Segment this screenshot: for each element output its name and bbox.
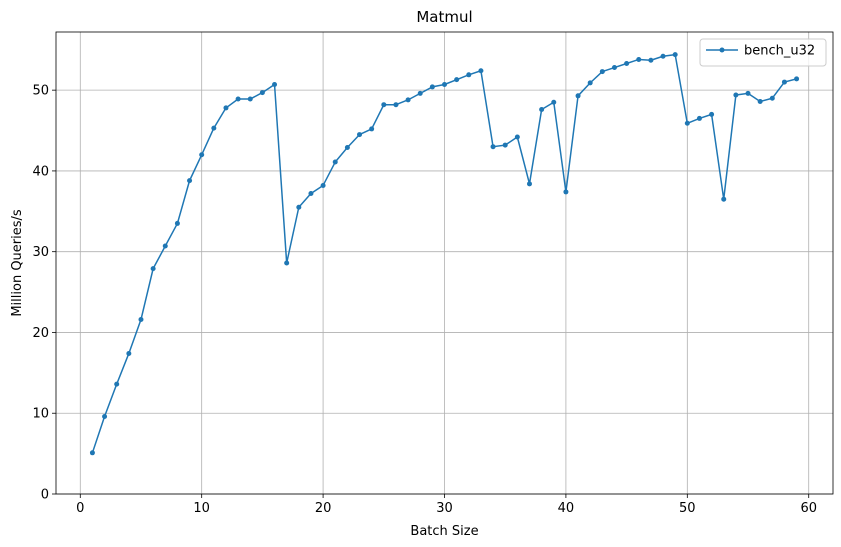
data-point [393, 102, 399, 108]
data-point [660, 53, 666, 59]
data-point [769, 95, 775, 101]
data-point [235, 96, 241, 102]
data-point [102, 413, 108, 419]
data-point [709, 111, 715, 117]
data-point [563, 189, 569, 195]
x-tick-label: 20 [315, 501, 332, 516]
data-point [150, 266, 156, 272]
data-point [417, 90, 423, 96]
x-tick-label: 30 [436, 501, 453, 516]
data-point [514, 134, 520, 140]
y-tick-label: 0 [41, 488, 49, 503]
data-point [624, 61, 630, 66]
data-point [587, 80, 593, 86]
x-tick-label: 60 [800, 501, 817, 516]
data-point [332, 159, 338, 165]
data-point [490, 144, 496, 150]
y-axis-label: Million Queries/s [10, 209, 25, 317]
data-point [599, 69, 605, 75]
y-tick-label: 50 [32, 84, 49, 99]
data-point [272, 82, 278, 87]
data-point [721, 196, 727, 202]
x-axis: 0 10 20 30 40 50 60 [76, 494, 817, 516]
data-point [369, 126, 375, 132]
data-point [794, 76, 800, 82]
data-point [138, 317, 144, 323]
data-point [223, 105, 229, 111]
data-point [126, 350, 132, 356]
data-point [259, 90, 265, 96]
data-point [308, 191, 314, 197]
data-point [405, 97, 411, 103]
data-point [745, 90, 751, 96]
data-point [429, 84, 435, 90]
legend-label: bench_u32 [744, 44, 815, 59]
data-point [357, 132, 363, 138]
data-point [381, 102, 387, 108]
y-axis: 0 10 20 30 40 50 [32, 84, 56, 503]
data-point [187, 178, 193, 184]
data-point [684, 120, 690, 126]
y-tick-label: 30 [32, 245, 49, 260]
chart-title: Matmul [416, 8, 472, 26]
data-point [478, 68, 484, 74]
legend: bench_u32 [699, 38, 827, 67]
legend-box [699, 38, 827, 67]
data-point [211, 125, 217, 131]
data-point [454, 77, 460, 83]
data-point [442, 82, 447, 87]
data-point [296, 204, 302, 210]
data-point [575, 93, 581, 99]
data-point [284, 260, 290, 266]
data-point [89, 450, 95, 456]
data-point [757, 98, 763, 104]
data-point [526, 181, 532, 187]
series-layer [89, 52, 800, 456]
data-point [502, 142, 508, 148]
x-axis-label: Batch Size [410, 524, 478, 539]
x-tick-label: 0 [76, 501, 84, 516]
data-point [162, 243, 168, 249]
y-tick-label: 20 [32, 326, 49, 341]
data-point [247, 96, 253, 102]
data-point [551, 99, 557, 105]
legend-marker [719, 47, 725, 53]
data-point [174, 220, 180, 226]
x-tick-label: 40 [558, 501, 575, 516]
data-point [466, 72, 472, 78]
data-point [199, 152, 205, 158]
x-tick-label: 10 [193, 501, 210, 516]
x-tick-label: 50 [679, 501, 696, 516]
y-tick-label: 40 [32, 164, 49, 179]
data-point [733, 92, 739, 98]
y-tick-label: 10 [32, 407, 49, 422]
data-point [114, 381, 120, 387]
data-point [636, 56, 642, 62]
data-point [672, 52, 678, 58]
data-point [344, 145, 350, 150]
data-point [648, 57, 654, 63]
data-point [781, 79, 787, 85]
data-point [696, 115, 702, 121]
data-point [320, 182, 326, 188]
data-point [611, 65, 617, 71]
data-point [539, 107, 545, 113]
